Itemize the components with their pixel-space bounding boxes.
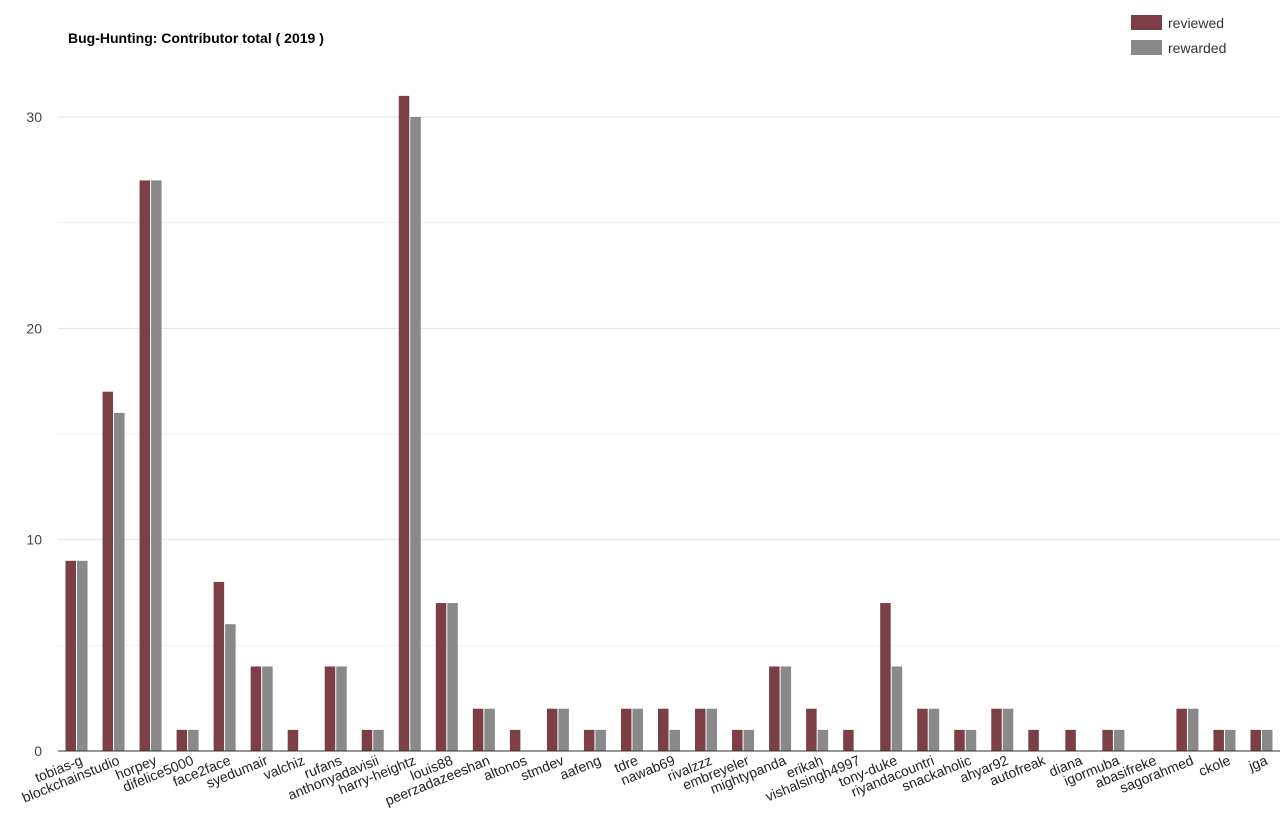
- bar-rewarded: [632, 708, 643, 751]
- bar-rewarded: [410, 117, 421, 751]
- bar-rewarded: [595, 729, 606, 751]
- x-tick-label: ckole: [1196, 752, 1232, 779]
- bar-rewarded: [706, 708, 718, 751]
- bar-reviewed: [546, 708, 558, 751]
- bar-rewarded: [1224, 729, 1236, 751]
- bar-reviewed: [806, 708, 817, 751]
- bar-rewarded: [151, 180, 162, 751]
- bar-reviewed: [213, 581, 225, 751]
- bar-reviewed: [583, 729, 595, 751]
- legend-swatch-rewarded: [1131, 40, 1162, 55]
- bar-reviewed: [398, 95, 410, 751]
- bar-reviewed: [1028, 729, 1039, 751]
- bar-rewarded: [188, 729, 199, 751]
- bar-rewarded: [669, 729, 680, 751]
- bar-rewarded: [336, 666, 347, 751]
- bar-rewarded: [928, 708, 940, 751]
- legend-swatch-reviewed: [1131, 15, 1162, 30]
- bar-rewarded: [114, 412, 125, 751]
- bar-reviewed: [250, 666, 262, 751]
- legend-item-rewarded[interactable]: rewarded: [1131, 35, 1226, 60]
- bar-rewarded: [77, 560, 88, 751]
- bar-rewarded: [1187, 708, 1199, 751]
- bar-reviewed: [954, 729, 965, 751]
- bar-rewarded: [1002, 708, 1014, 751]
- y-tick-label: 0: [34, 743, 42, 759]
- bar-rewarded: [1113, 729, 1125, 751]
- bar-reviewed: [695, 708, 706, 751]
- bar-reviewed: [843, 729, 854, 751]
- y-tick-label: 30: [26, 109, 42, 125]
- legend-label-reviewed: reviewed: [1168, 14, 1225, 31]
- chart-title: Bug-Hunting: Contributor total ( 2019 ): [68, 30, 324, 46]
- bar-reviewed: [139, 180, 151, 751]
- bar-rewarded: [484, 708, 495, 751]
- bar-reviewed: [1213, 729, 1224, 751]
- bar-rewarded: [373, 729, 384, 751]
- bar-rewarded: [780, 666, 792, 751]
- bar-rewarded: [965, 729, 977, 751]
- bar-reviewed: [102, 391, 114, 751]
- x-tick-label: valchiz: [261, 752, 307, 783]
- x-tick-label: aafeng: [557, 752, 603, 783]
- bar-rewarded: [262, 666, 273, 751]
- bar-reviewed: [65, 560, 77, 751]
- bar-reviewed: [917, 708, 928, 751]
- bar-reviewed: [176, 729, 188, 751]
- legend: reviewed rewarded: [1131, 10, 1226, 60]
- bar-reviewed: [1176, 708, 1187, 751]
- bar-reviewed: [287, 729, 299, 751]
- bar-reviewed: [658, 708, 669, 751]
- bar-reviewed: [1065, 729, 1076, 751]
- bar-reviewed: [880, 603, 891, 751]
- bar-rewarded: [558, 708, 569, 751]
- bar-reviewed: [435, 603, 447, 751]
- bar-rewarded: [1261, 729, 1273, 751]
- bar-reviewed: [509, 729, 521, 751]
- legend-label-rewarded: rewarded: [1168, 39, 1227, 56]
- bar-reviewed: [1250, 729, 1261, 751]
- bar-rewarded: [891, 666, 903, 751]
- y-tick-label: 10: [26, 532, 42, 548]
- bar-reviewed: [1102, 729, 1113, 751]
- bar-reviewed: [361, 729, 373, 751]
- bar-reviewed: [472, 708, 484, 751]
- legend-item-reviewed[interactable]: reviewed: [1131, 10, 1226, 35]
- bar-reviewed: [324, 666, 336, 751]
- bar-rewarded: [743, 729, 755, 751]
- x-tick-label: jga: [1245, 752, 1269, 774]
- bar-reviewed: [732, 729, 743, 751]
- bar-rewarded: [225, 624, 236, 751]
- y-tick-label: 20: [26, 320, 42, 336]
- bar-rewarded: [817, 729, 829, 751]
- bar-rewarded: [447, 603, 458, 751]
- bar-reviewed: [620, 708, 632, 751]
- bar-reviewed: [991, 708, 1002, 751]
- bar-reviewed: [769, 666, 780, 751]
